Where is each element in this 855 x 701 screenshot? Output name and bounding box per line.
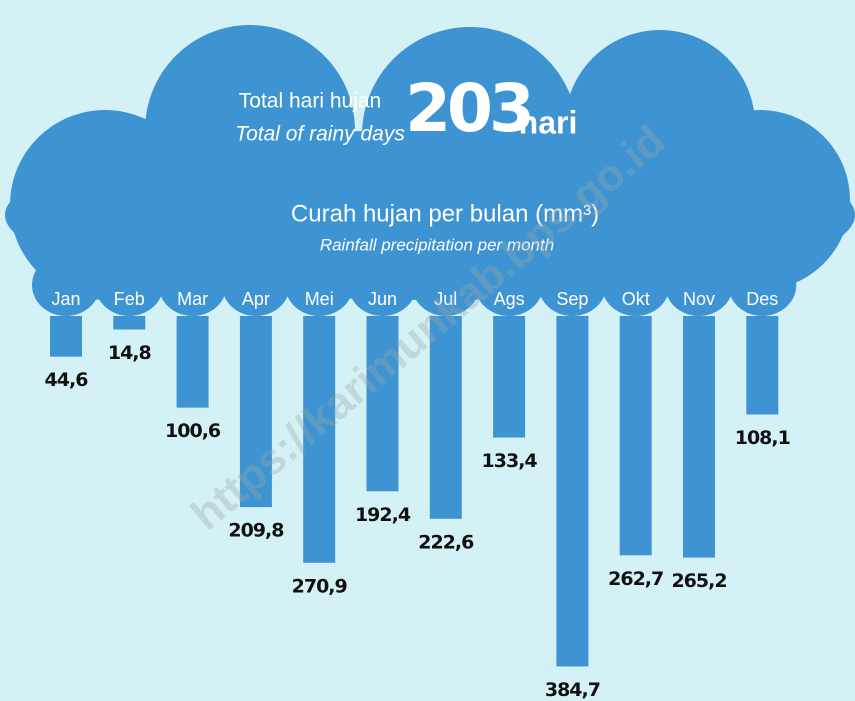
x-tick-label: Sep <box>556 289 588 309</box>
x-tick-label: Mei <box>305 289 334 309</box>
total-label: Total hari hujan <box>239 90 381 113</box>
value-label: 192,4 <box>355 504 411 526</box>
value-label: 14,8 <box>108 342 152 364</box>
x-tick-label: Feb <box>114 289 145 309</box>
value-label: 384,7 <box>545 679 600 701</box>
value-label: 222,6 <box>418 531 474 553</box>
bar <box>113 316 145 329</box>
bar <box>50 316 82 357</box>
x-tick-label: Mar <box>177 289 208 309</box>
bar <box>556 316 588 666</box>
x-tick-label: Nov <box>683 289 715 309</box>
bar <box>746 316 778 414</box>
value-label: 108,1 <box>735 427 790 449</box>
value-label: 100,6 <box>165 420 221 442</box>
bar <box>683 316 715 558</box>
total-unit: hari <box>519 104 578 140</box>
value-label: 270,9 <box>292 575 347 597</box>
bar <box>620 316 652 555</box>
x-tick-label: Jan <box>51 289 80 309</box>
x-tick-label: Okt <box>622 289 650 309</box>
x-tick-label: Jun <box>368 289 397 309</box>
x-tick-label: Des <box>746 289 778 309</box>
value-label: 265,2 <box>671 570 726 592</box>
infographic: Total hari hujan Total of rainy days 203… <box>0 0 855 701</box>
value-label: 133,4 <box>482 450 538 472</box>
value-label: 262,7 <box>608 568 663 590</box>
bar <box>493 316 525 438</box>
total-value: 203 <box>405 70 531 147</box>
bar <box>177 316 209 408</box>
value-label: 44,6 <box>45 369 89 391</box>
x-tick-label: Apr <box>242 289 270 309</box>
total-label-en: Total of rainy days <box>235 123 405 146</box>
value-label: 209,8 <box>228 520 284 542</box>
